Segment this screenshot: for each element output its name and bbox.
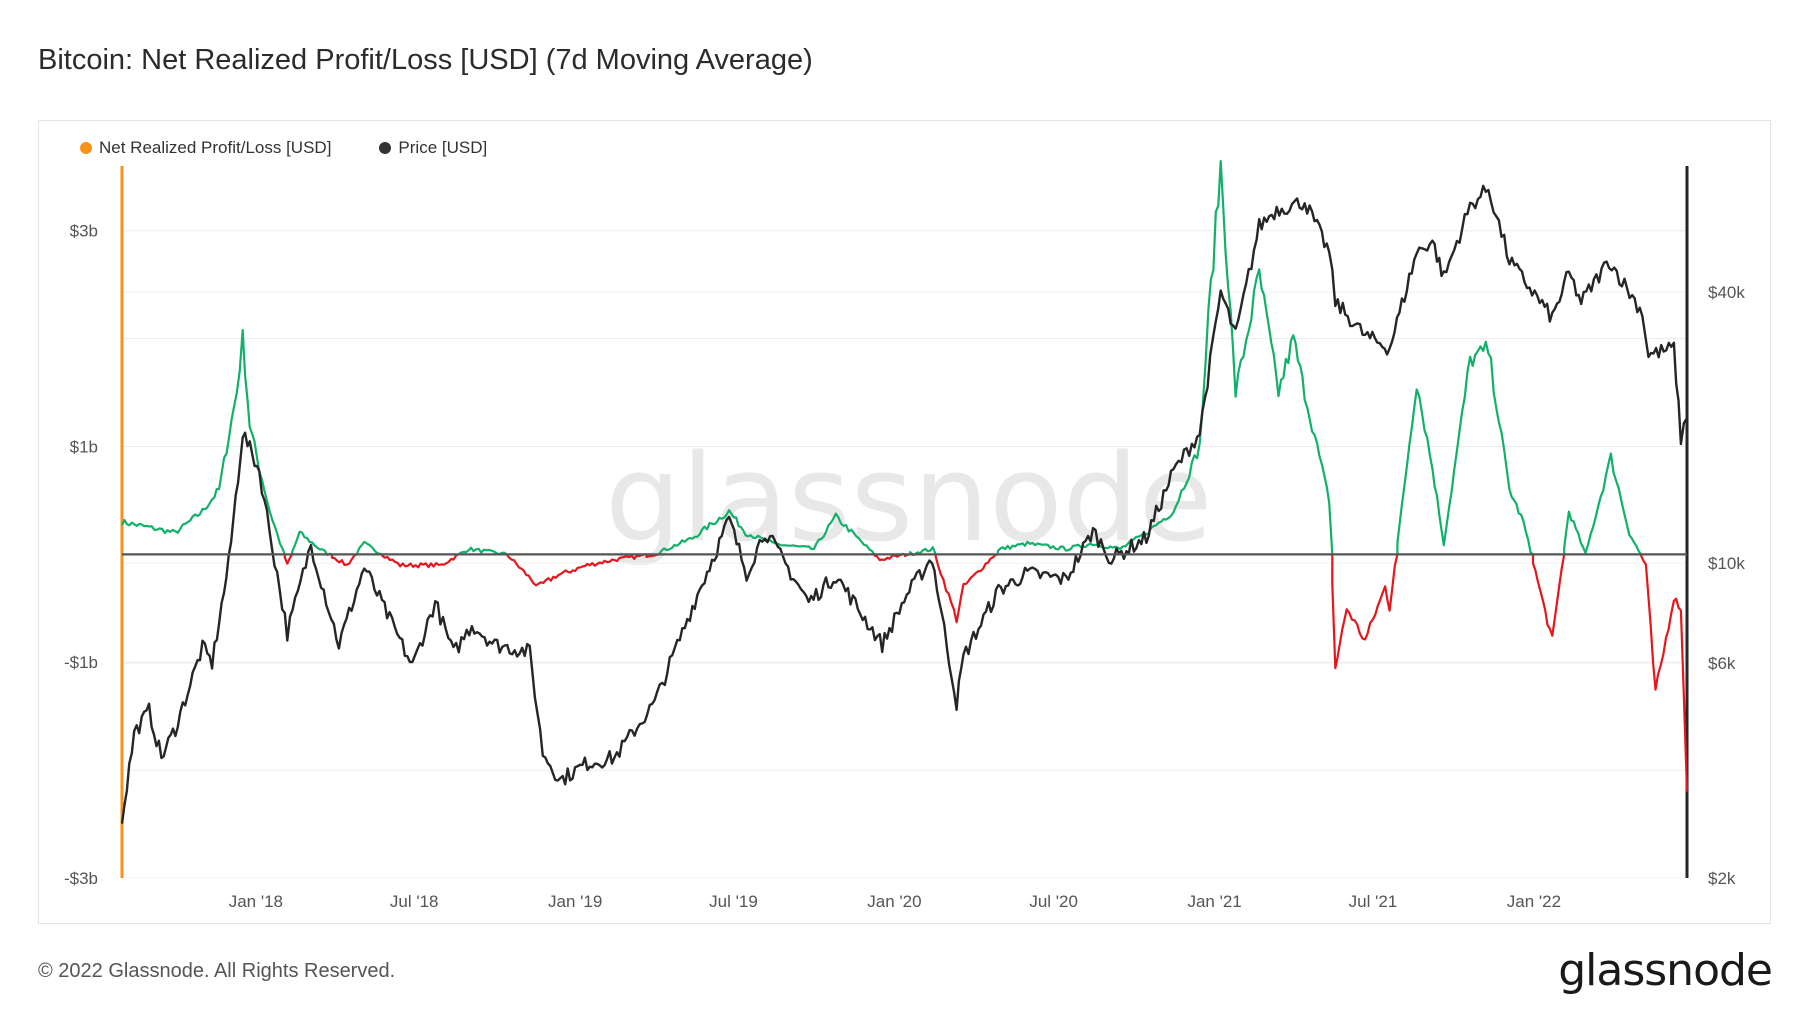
legend-npl-dot-icon xyxy=(80,142,92,154)
legend-npl-label: Net Realized Profit/Loss [USD] xyxy=(99,138,332,157)
npl-loss-segment xyxy=(873,553,903,562)
npl-loss-segment xyxy=(505,553,645,587)
x-tick-label: Jan '20 xyxy=(867,892,921,911)
x-tick-label: Jul '20 xyxy=(1029,892,1078,911)
npl-profit-segment xyxy=(996,160,1334,555)
glassnode-logo[interactable]: glassnode xyxy=(1558,945,1773,996)
page-title: Bitcoin: Net Realized Profit/Loss [USD] … xyxy=(38,44,813,76)
npl-profit-segment xyxy=(1563,452,1642,556)
chart-frame xyxy=(38,120,1771,924)
x-tick-label: Jul '21 xyxy=(1349,892,1398,911)
npl-profit-segment xyxy=(291,530,329,555)
npl-profit-segment xyxy=(1396,340,1534,556)
x-tick-label: Jan '19 xyxy=(548,892,602,911)
y-left-tick-label: $3b xyxy=(70,222,98,241)
npl-loss-segment xyxy=(330,553,358,566)
y-left-tick-label: -$3b xyxy=(64,869,98,888)
npl-loss-segment xyxy=(381,553,460,569)
legend-item-npl[interactable]: Net Realized Profit/Loss [USD] xyxy=(80,138,331,158)
y-right-tick-label: $6k xyxy=(1708,654,1736,673)
chart-legend: Net Realized Profit/Loss [USD] Price [US… xyxy=(80,138,487,158)
x-axis: Jan '18 Jul '18 Jan '19 Jul '19 Jan '20 Jul '… xyxy=(229,892,1561,911)
legend-item-price[interactable]: Price [USD] xyxy=(379,138,487,158)
x-tick-label: Jan '22 xyxy=(1507,892,1561,911)
y-left-tick-label: $1b xyxy=(70,437,98,456)
y-axis-right: $40k $10k $6k $2k xyxy=(1708,283,1745,888)
x-tick-label: Jan '21 xyxy=(1187,892,1241,911)
npl-loss-segment xyxy=(1331,554,1399,670)
price-series-line xyxy=(120,184,1689,824)
y-left-tick-label: -$1b xyxy=(64,653,98,672)
npl-profit-segment xyxy=(121,329,286,555)
npl-loss-segment xyxy=(934,553,999,624)
x-tick-label: Jan '18 xyxy=(229,892,283,911)
copyright-footer: © 2022 Glassnode. All Rights Reserved. xyxy=(38,960,396,982)
y-axis-left: $3b $1b -$1b -$3b xyxy=(64,222,98,888)
y-right-tick-label: $2k xyxy=(1708,869,1736,888)
npl-loss-segment xyxy=(1640,554,1689,792)
y-right-tick-label: $10k xyxy=(1708,554,1745,573)
x-tick-label: Jul '19 xyxy=(709,892,758,911)
x-tick-label: Jul '18 xyxy=(390,892,439,911)
y-right-tick-label: $40k xyxy=(1708,283,1745,302)
npl-profit-segment xyxy=(355,540,383,556)
legend-price-label: Price [USD] xyxy=(398,138,488,157)
legend-price-dot-icon xyxy=(379,142,392,154)
npl-loss-segment xyxy=(1531,554,1566,637)
npl-profit-segment xyxy=(914,546,937,555)
npl-loss-segment xyxy=(283,553,294,565)
